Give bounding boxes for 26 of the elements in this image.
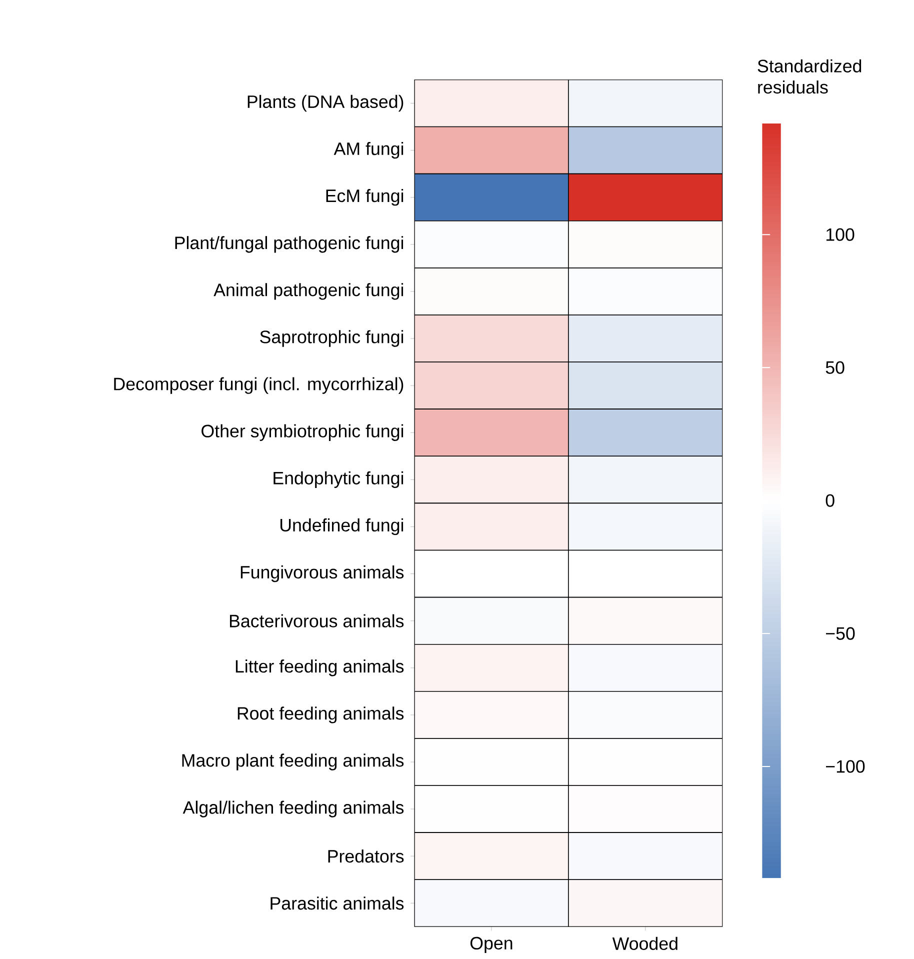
color-bar-label: 50 [826, 361, 844, 374]
y-tick-label: Undefined fungi [280, 518, 404, 536]
x-tick-label: Open [470, 936, 512, 954]
y-tick-label: Algal/lichen feeding animals [182, 800, 404, 818]
y-tick-label: Endophytic fungi [274, 471, 404, 488]
y-tick-label: Root feeding animals [238, 706, 404, 724]
y-tick-label: Predators [328, 850, 404, 863]
y-tick-label: Macro plant feeding animals [182, 754, 404, 770]
color-bar-label: 0 [826, 494, 835, 507]
color-bar-title: Standardized residuals [758, 59, 862, 94]
y-tick-label: Bacterivorous animals [230, 614, 404, 628]
y-tick-label: Animal pathogenic fungi [214, 283, 404, 300]
y-tick-label: Saprotrophic fungi [260, 330, 404, 347]
y-tick-label: Fungivorous animals [241, 565, 404, 582]
y-tick-label: Plant/fungal pathogenic fungi [175, 236, 404, 253]
y-tick-label: Decomposer fungi (incl. mycorrhizal) [114, 377, 404, 394]
y-tick-label: AM fungi [334, 142, 404, 159]
color-bar-label: 100 [826, 228, 854, 241]
y-tick-label: Parasitic animals [270, 896, 404, 910]
y-tick-label: Litter feeding animals [236, 660, 404, 676]
x-tick-label: Wooded [612, 936, 678, 950]
y-tick-label: Plants (DNA based) [248, 94, 404, 112]
color-bar-label: −100 [826, 760, 865, 773]
color-bar-label: −50 [826, 627, 855, 640]
y-tick-label: EcM fungi [326, 189, 404, 206]
y-tick-label: Other symbiotrophic fungi [202, 424, 404, 441]
